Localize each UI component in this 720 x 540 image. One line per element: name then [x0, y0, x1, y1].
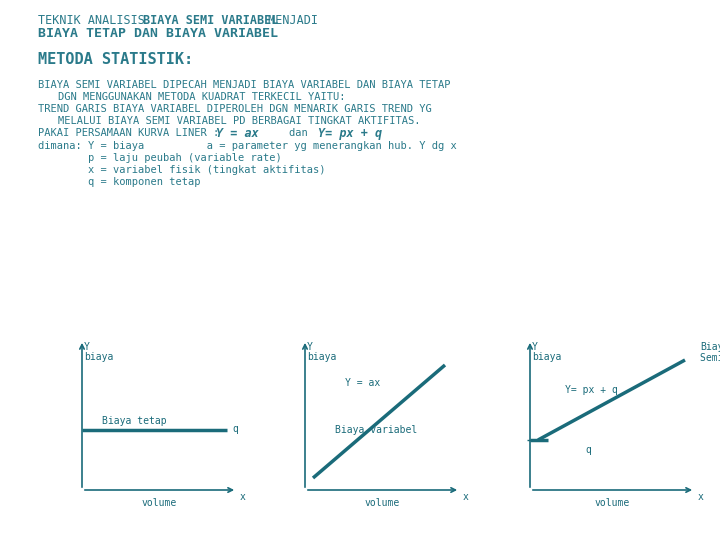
Text: Y = ax: Y = ax: [216, 127, 258, 140]
Text: biaya: biaya: [307, 352, 336, 362]
Text: DGN MENGGUNAKAN METODA KUADRAT TERKECIL YAITU:: DGN MENGGUNAKAN METODA KUADRAT TERKECIL …: [58, 92, 346, 102]
Text: Biaya: Biaya: [700, 342, 720, 352]
Text: Y = ax: Y = ax: [345, 378, 380, 388]
Text: Biaya variabel: Biaya variabel: [335, 425, 418, 435]
Text: p = laju peubah (variable rate): p = laju peubah (variable rate): [88, 153, 282, 163]
Text: x: x: [240, 492, 246, 502]
Text: PAKAI PERSAMAAN KURVA LINER :: PAKAI PERSAMAAN KURVA LINER :: [38, 128, 232, 138]
Text: TEKNIK ANALISIS: TEKNIK ANALISIS: [38, 14, 152, 27]
Text: q: q: [585, 445, 591, 455]
Text: dimana: Y = biaya          a = parameter yg menerangkan hub. Y dg x: dimana: Y = biaya a = parameter yg mener…: [38, 141, 456, 151]
Text: q = komponen tetap: q = komponen tetap: [88, 177, 200, 187]
Text: volume: volume: [595, 498, 629, 508]
Text: Y: Y: [532, 342, 538, 352]
Text: MELALUI BIAYA SEMI VARIABEL PD BERBAGAI TINGKAT AKTIFITAS.: MELALUI BIAYA SEMI VARIABEL PD BERBAGAI …: [58, 116, 420, 126]
Text: TREND GARIS BIAYA VARIABEL DIPEROLEH DGN MENARIK GARIS TREND YG: TREND GARIS BIAYA VARIABEL DIPEROLEH DGN…: [38, 104, 432, 114]
Text: q: q: [232, 424, 238, 434]
Text: x = variabel fisik (tingkat aktifitas): x = variabel fisik (tingkat aktifitas): [88, 165, 325, 175]
Text: x: x: [698, 492, 704, 502]
Text: x: x: [463, 492, 469, 502]
Text: biaya: biaya: [84, 352, 113, 362]
Text: BIAYA SEMI VARIABEL: BIAYA SEMI VARIABEL: [143, 14, 279, 27]
Text: Semi variabel: Semi variabel: [700, 353, 720, 363]
Text: Y: Y: [307, 342, 313, 352]
Text: volume: volume: [141, 498, 176, 508]
Text: METODA STATISTIK:: METODA STATISTIK:: [38, 52, 193, 67]
Text: volume: volume: [364, 498, 400, 508]
Text: Y: Y: [84, 342, 90, 352]
Text: BIAYA SEMI VARIABEL DIPECAH MENJADI BIAYA VARIABEL DAN BIAYA TETAP: BIAYA SEMI VARIABEL DIPECAH MENJADI BIAY…: [38, 80, 451, 90]
Text: biaya: biaya: [532, 352, 562, 362]
Text: Y= px + q: Y= px + q: [565, 385, 618, 395]
Text: BIAYA TETAP DAN BIAYA VARIABEL: BIAYA TETAP DAN BIAYA VARIABEL: [38, 27, 278, 40]
Text: dan: dan: [264, 128, 320, 138]
Text: MENJADI: MENJADI: [261, 14, 318, 27]
Text: Biaya tetap: Biaya tetap: [102, 416, 166, 426]
Text: Y= px + q: Y= px + q: [318, 127, 382, 140]
